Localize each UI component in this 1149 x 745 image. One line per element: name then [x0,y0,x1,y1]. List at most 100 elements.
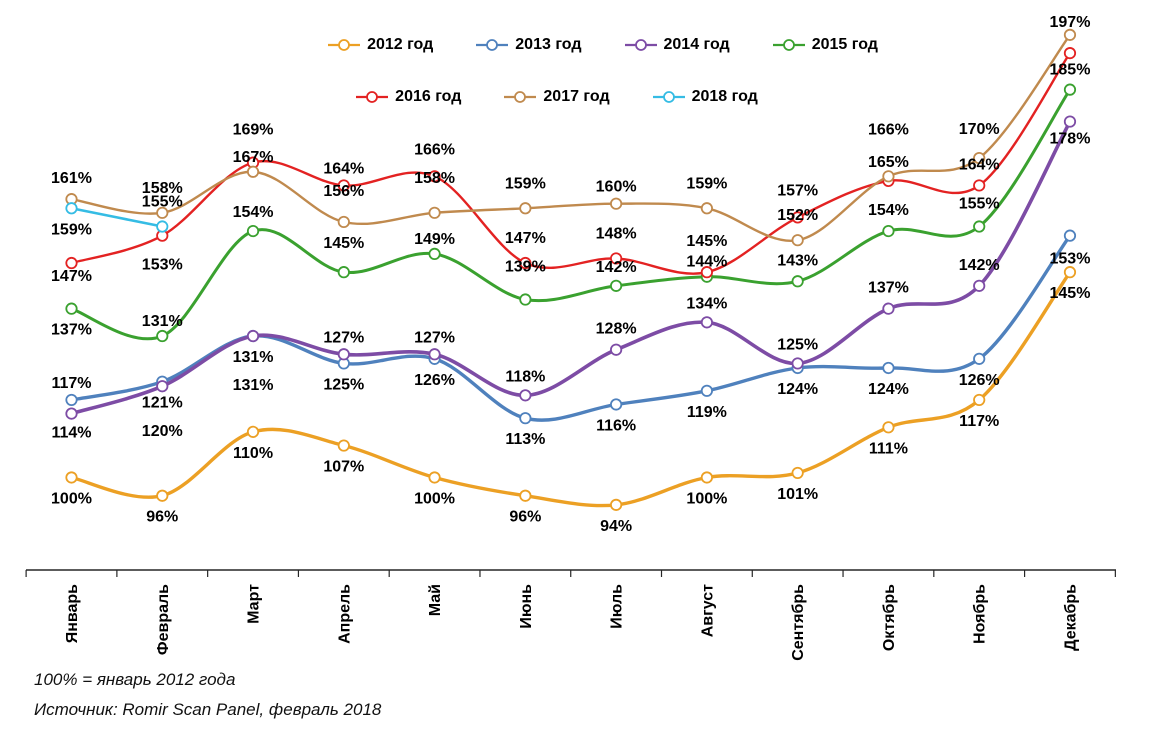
data-point-marker [700,384,713,397]
data-point-marker [882,361,895,375]
data-point-marker [1063,266,1077,279]
x-axis-label: Февраль [155,584,172,655]
data-label: 125% [323,376,364,393]
data-point-marker [610,279,623,292]
data-point-marker [65,471,78,484]
chart-footer: 100% = январь 2012 года Источник: Romir … [34,670,381,730]
data-label: 159% [505,175,546,192]
data-label: 166% [414,141,455,158]
data-label: 158% [142,180,183,197]
data-point-marker [882,170,895,183]
data-point-marker [337,348,350,361]
data-label: 154% [868,202,909,219]
data-point-marker [791,234,804,247]
data-label: 153% [1050,251,1091,268]
data-label: 111% [869,440,908,457]
data-label: 153% [142,257,183,274]
legend-item-label: 2014 год [663,36,730,53]
legend-row: 2012 год 2013 год 2014 год 2015 год [327,36,878,54]
data-point-marker [1063,28,1077,41]
chart-legend: 2012 год 2013 год 2014 год 2015 год 2016 год… [0,36,1149,106]
x-axis-label: Декабрь [1062,584,1079,651]
legend-marker-icon [624,38,658,52]
data-label: 159% [686,175,727,192]
data-point-marker [428,206,441,219]
legend-marker-icon [652,90,686,104]
data-point-marker [1063,115,1077,128]
data-label: 165% [868,154,909,171]
data-label: 178% [1050,131,1091,148]
legend-item-label: 2013 год [515,36,582,53]
x-axis-label: Ноябрь [972,584,989,644]
data-label: 139% [505,259,546,276]
data-point-marker [156,380,169,393]
x-axis-label: Сентябрь [790,584,807,661]
data-label: 125% [777,336,818,353]
data-label: 145% [1050,285,1091,302]
legend-item-label: 2018 год [691,88,758,105]
data-point-marker [246,329,260,343]
data-point-marker [610,398,623,411]
legend-item-2012-год: 2012 год [327,36,433,54]
legend-item-2018-год: 2018 год [652,88,758,106]
data-point-marker [973,179,986,192]
legend-item-2013-год: 2013 год [475,36,582,54]
data-point-marker [700,316,713,329]
data-point-marker [791,211,804,224]
data-label: 128% [596,321,637,338]
data-point-marker [610,252,623,265]
data-point-marker [519,389,532,402]
data-point-marker [519,489,532,502]
series-line-2016-год [70,51,1072,275]
data-label: 137% [51,322,92,339]
data-label: 117% [51,375,91,392]
data-point-marker [156,489,169,502]
data-label: 152% [777,207,818,224]
data-point-marker [65,407,78,420]
data-label: 148% [596,225,637,242]
data-point-marker [156,206,169,219]
data-point-marker [1063,83,1077,96]
data-label: 116% [596,417,636,434]
data-label: 131% [233,349,274,366]
data-label: 124% [868,381,909,398]
data-label: 156% [323,183,364,200]
legend-item-2015-год: 2015 год [772,36,878,54]
data-point-marker [973,279,986,292]
data-point-marker [246,165,260,178]
data-label: 160% [596,179,637,196]
data-point-marker [65,302,78,315]
data-label: 164% [323,160,364,177]
data-label: 161% [51,170,92,187]
data-point-marker [156,220,169,233]
data-point-marker [246,425,260,438]
data-point-marker [337,215,350,229]
series-line-2015-год [70,88,1072,341]
x-axis-label: Август [699,584,716,637]
baseline-note: 100% = январь 2012 года [34,670,236,689]
legend-item-label: 2012 год [367,36,434,53]
data-point-marker [791,357,804,370]
data-label: 145% [323,235,364,252]
x-axis-label: Апрель [336,584,353,644]
data-point-marker [882,302,895,315]
data-label: 142% [596,259,637,276]
x-axis-label: Январь [64,584,81,643]
data-label: 142% [959,257,1000,274]
series-line-2012-год [69,270,1072,508]
data-label: 149% [414,231,455,248]
data-point-marker [791,466,804,480]
x-axis-label: Июль [609,584,626,629]
data-label: 131% [233,377,274,394]
data-label: 169% [233,122,274,139]
data-label: 114% [51,425,91,442]
data-label: 121% [142,395,183,412]
data-point-marker [1063,229,1077,242]
data-point-marker [65,202,78,215]
data-label: 155% [959,196,1000,213]
data-point-marker [428,170,441,183]
data-label: 155% [142,194,183,211]
data-label: 157% [777,182,818,199]
data-label: 144% [686,254,727,271]
legend-marker-icon [503,90,537,104]
